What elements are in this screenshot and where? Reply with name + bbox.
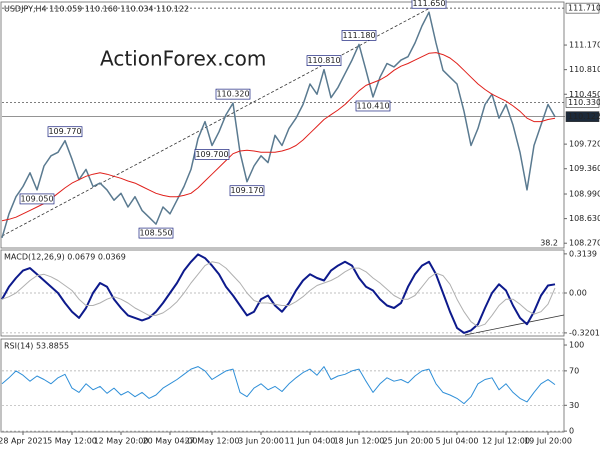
level-box — [565, 2, 600, 14]
annotation-box — [194, 149, 230, 160]
rsi-frame — [0, 338, 565, 433]
annotation-box — [411, 0, 447, 9]
x-tick-label: 3 Jun 20:00 — [238, 437, 284, 446]
macd-trend-line — [464, 314, 565, 336]
level-label: 110.122 — [568, 112, 600, 121]
series-line — [1, 253, 556, 334]
x-tick-label: 5 Jul 04:00 — [436, 437, 479, 446]
y-tick-label: 109.360 — [569, 164, 600, 173]
annotation-label: 108.550 — [139, 229, 172, 238]
y-tick-label: 110.810 — [569, 65, 600, 74]
y-tick-label: -0.3201 — [569, 328, 600, 337]
y-tick-label: 110.450 — [569, 90, 600, 99]
y-tick-label: 108.270 — [569, 239, 600, 248]
x-tick-label: 18 Jun 12:00 — [334, 437, 385, 446]
trend-line — [1, 7, 431, 237]
y-tick-label: 0.3139 — [569, 249, 597, 258]
annotation-box — [341, 30, 377, 41]
panel-title: RSI(14) 53.8855 — [4, 342, 69, 351]
x-tick-label: 20 May 04:00 — [143, 437, 198, 446]
annotation-label: 110.320 — [216, 90, 249, 99]
y-tick-label: 100 — [569, 341, 584, 350]
series-line — [1, 261, 556, 328]
level-label: 111.710 — [568, 4, 600, 13]
annotation-box — [355, 100, 391, 112]
annotation-box — [215, 88, 251, 100]
annotation-label: 109.770 — [48, 127, 81, 136]
series-line — [1, 11, 556, 239]
x-tick-label: 27 May 12:00 — [185, 437, 240, 446]
annotation-label: 109.050 — [20, 194, 53, 203]
annotation-label: 109.700 — [195, 150, 228, 159]
watermark: ActionForex.com — [100, 47, 266, 71]
annotation-label: 110.410 — [356, 101, 389, 110]
y-tick-label: 30 — [569, 401, 579, 410]
panel-title: USDJPY,H4 110.059 110.160 110.034 110.12… — [4, 5, 189, 14]
x-tick-label: 11 Jun 04:00 — [285, 437, 336, 446]
panel-title: MACD(12,26,9) 0.0679 0.0369 — [4, 253, 126, 262]
y-tick-label: 108.990 — [569, 190, 600, 199]
annotation-label: 111.180 — [342, 31, 375, 40]
y-tick-label: 70 — [569, 366, 579, 375]
level-box — [565, 111, 600, 122]
x-tick-label: 5 May 12:00 — [47, 437, 97, 446]
annotation-box — [47, 126, 83, 138]
annotation-label: 110.810 — [307, 56, 340, 65]
level-box — [565, 97, 600, 108]
annotation-box — [19, 193, 55, 205]
x-tick-label: 19 Jul 20:00 — [524, 437, 572, 446]
y-tick-label: 109.720 — [569, 140, 600, 149]
series-line — [1, 52, 556, 222]
x-tick-label: 25 Jun 20:00 — [383, 437, 434, 446]
annotation-box — [229, 185, 265, 197]
y-tick-label: 108.630 — [569, 214, 600, 223]
annotation-box — [138, 227, 174, 239]
x-tick-label: 28 Apr 2021 — [0, 437, 48, 446]
y-tick-label: 111.170 — [569, 41, 600, 50]
series-line — [1, 366, 556, 405]
level-label: 110.330 — [568, 98, 600, 107]
fib-label: 38.2 — [540, 239, 558, 248]
annotation-label: 111.650 — [412, 0, 445, 8]
y-tick-label: 0 — [569, 427, 574, 436]
price-frame — [0, 1, 565, 249]
y-tick-label: 0.00 — [569, 289, 587, 298]
annotation-box — [306, 55, 342, 67]
x-tick-label: 12 May 20:00 — [94, 437, 149, 446]
x-tick-label: 12 Jul 12:00 — [482, 437, 530, 446]
annotation-label: 109.170 — [230, 186, 263, 195]
